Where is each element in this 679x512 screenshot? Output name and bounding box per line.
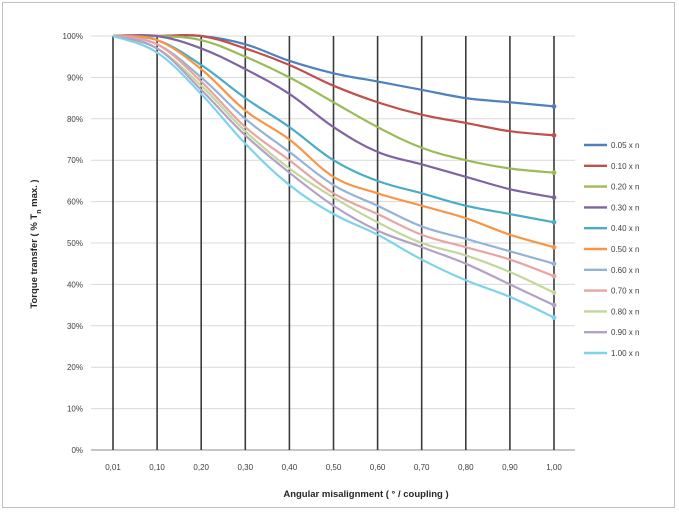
x-axis-ticks: 0,01 0,10 0,20 0,30 0,40 0,50 0,60 0,70 0,80 0,90… (105, 463, 562, 472)
y-tick-label: 0% (71, 446, 83, 455)
y-tick-label: 90% (67, 73, 83, 82)
plot-series (112, 33, 557, 320)
y-tick-label: 50% (67, 239, 83, 248)
legend-label: 0.60 x n (611, 266, 639, 275)
series-line-9 (112, 34, 555, 294)
legend-label: 0.05 x n (611, 141, 639, 150)
legend-label: 0.50 x n (611, 245, 639, 254)
series-end-marker (551, 315, 557, 320)
y-axis-title: Torque transfer ( % Tn max. ) (29, 179, 43, 308)
x-tick-label: 0,40 (282, 463, 298, 472)
series-line-11 (112, 34, 555, 319)
series-line-5 (112, 34, 555, 224)
x-tick-label: 0,60 (370, 463, 386, 472)
legend-label: 0.30 x n (611, 203, 639, 212)
series-line-6 (112, 34, 555, 249)
legend-label: 0.10 x n (611, 162, 639, 171)
series-end-marker (551, 273, 557, 279)
legend-label: 0.90 x n (611, 328, 639, 337)
x-tick-label: 0,30 (238, 463, 254, 472)
x-tick-label: 0,50 (326, 463, 342, 472)
legend-label: 0.70 x n (611, 287, 639, 296)
x-tick-label: 0,10 (149, 463, 165, 472)
series-end-marker (551, 290, 557, 296)
series-line-4 (112, 33, 555, 199)
series-line-2 (113, 33, 555, 137)
series-end-marker (551, 195, 557, 200)
series-line-8 (112, 34, 555, 278)
y-tick-label: 20% (67, 363, 83, 372)
legend-label: 0.80 x n (611, 307, 639, 316)
series-end-marker (551, 302, 557, 308)
series-end-marker (551, 219, 557, 225)
series-end-marker (551, 244, 557, 250)
y-tick-label: 40% (67, 280, 83, 289)
legend-label: 0.40 x n (611, 224, 639, 233)
series-end-marker (551, 132, 557, 138)
series-end-marker (551, 261, 557, 267)
y-tick-label: 70% (67, 156, 83, 165)
x-tick-label: 0,80 (458, 463, 474, 472)
series-end-marker (551, 103, 557, 109)
y-tick-label: 30% (67, 322, 83, 331)
legend-label: 1.00 x n (611, 349, 639, 358)
y-tick-label: 80% (67, 115, 83, 124)
x-axis-title: Angular misalignment ( ° / coupling ) (283, 489, 448, 500)
y-tick-label: 60% (67, 198, 83, 207)
legend: 0.05 x n 0.10 x n 0.20 x n 0.30 x n 0.40 x n… (584, 141, 639, 358)
x-tick-label: 0,90 (502, 463, 518, 472)
legend-label: 0.20 x n (611, 183, 639, 192)
chart-area (2, 2, 675, 508)
series-line-3 (112, 34, 555, 174)
series-line-10 (112, 34, 555, 307)
series-end-marker (551, 170, 557, 176)
x-tick-label: 0,70 (414, 463, 430, 472)
x-tick-label: 0,20 (193, 463, 209, 472)
series-line-7 (112, 34, 555, 265)
y-axis-ticks: 0% 10% 20% 30% 40% 50% 60% 70% 80% 90% 100% (63, 32, 83, 455)
x-tick-label: 1,00 (546, 463, 562, 472)
x-tick-label: 0,01 (105, 463, 121, 472)
y-tick-label: 100% (63, 32, 83, 41)
y-tick-label: 10% (67, 405, 83, 414)
